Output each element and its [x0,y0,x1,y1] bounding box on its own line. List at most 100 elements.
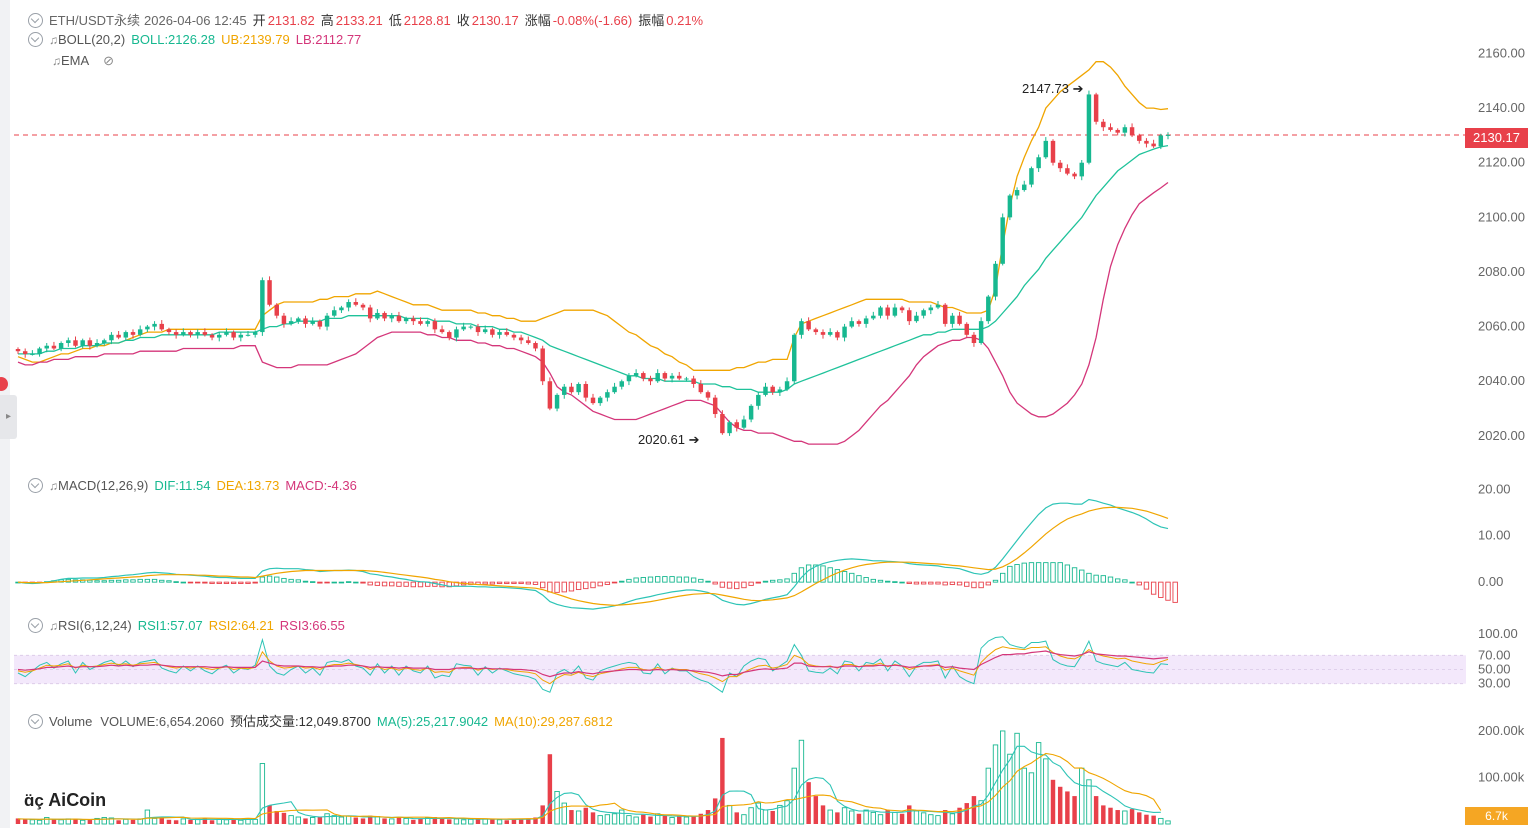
candle-body[interactable] [1115,129,1120,133]
candle-body[interactable] [475,326,481,333]
candle-body[interactable] [403,318,409,322]
candle-body[interactable] [454,329,459,338]
candle-body[interactable] [288,321,294,324]
candle-body[interactable] [15,349,21,352]
candle-body[interactable] [907,310,912,322]
candle-body[interactable] [756,394,761,406]
candle-body[interactable] [432,321,438,330]
candle-body[interactable] [1072,173,1077,177]
candle-body[interactable] [123,332,129,338]
candle-body[interactable] [58,343,64,349]
candle-body[interactable] [303,318,308,324]
bell-icon[interactable]: ♫ [49,33,58,47]
candle-body[interactable] [677,375,682,379]
candle-body[interactable] [482,329,488,333]
candle-body[interactable] [619,381,624,387]
collapse-toggle-icon[interactable] [28,478,43,493]
boll-name[interactable]: BOLL(20,2) [58,32,126,47]
candle-body[interactable] [375,312,380,319]
candle-body[interactable] [835,332,840,338]
candle-body[interactable] [899,307,905,311]
bell-icon[interactable]: ♫ [52,54,61,68]
candle-body[interactable] [892,307,898,316]
candle-body[interactable] [518,337,524,341]
candle-body[interactable] [964,323,969,335]
expand-sidebar-handle[interactable]: ▸ [0,395,17,439]
candle-body[interactable] [202,332,208,335]
candle-body[interactable] [130,332,136,335]
candle-body[interactable] [957,315,962,324]
candle-body[interactable] [281,315,287,324]
candle-body[interactable] [597,397,603,404]
candle-body[interactable] [792,334,797,382]
candle-body[interactable] [986,296,991,322]
candle-body[interactable] [871,315,876,319]
candle-body[interactable] [820,332,826,335]
candle-body[interactable] [1000,217,1005,264]
candle-body[interactable] [605,392,610,398]
candle-body[interactable] [37,348,42,354]
candle-body[interactable] [274,304,279,316]
candle-body[interactable] [612,386,617,393]
candle-body[interactable] [554,394,560,409]
candle-body[interactable] [461,326,466,330]
candle-body[interactable] [1079,162,1084,177]
candle-body[interactable] [181,332,186,335]
candle-body[interactable] [684,378,689,380]
candle-body[interactable] [935,304,941,308]
candle-body[interactable] [360,304,366,308]
candle-body[interactable] [80,340,85,346]
candle-body[interactable] [195,332,200,335]
candle-body[interactable] [411,318,416,322]
candle-body[interactable] [813,329,819,333]
candle-body[interactable] [1165,134,1171,136]
candle-body[interactable] [51,345,57,349]
candle-body[interactable] [914,315,919,322]
candle-body[interactable] [209,334,215,338]
candle-body[interactable] [842,326,847,338]
candle-body[interactable] [260,280,265,333]
candle-body[interactable] [188,332,193,335]
candle-body[interactable] [439,329,445,333]
candle-body[interactable] [1122,127,1128,133]
candle-body[interactable] [346,302,351,308]
candle-body[interactable] [367,307,373,319]
volume-name[interactable]: Volume [49,714,93,729]
candle-body[interactable] [159,323,164,330]
candle-body[interactable] [1093,94,1099,122]
candle-body[interactable] [993,263,998,297]
candle-body[interactable] [849,321,854,327]
candle-body[interactable] [245,334,251,336]
candle-body[interactable] [928,307,934,311]
symbol-label[interactable]: ETH/USDT永续 [49,13,141,28]
candle-body[interactable] [396,315,402,322]
candle-body[interactable] [878,307,883,316]
candle-body[interactable] [490,329,495,335]
candle-body[interactable] [863,318,869,324]
candle-body[interactable] [1151,143,1156,147]
candle-body[interactable] [238,334,244,338]
candle-body[interactable] [655,373,660,382]
candle-body[interactable] [698,383,704,393]
candle-body[interactable] [145,326,150,330]
candle-body[interactable] [942,304,948,324]
candle-body[interactable] [224,332,229,335]
candle-body[interactable] [94,343,100,346]
rsi-name[interactable]: RSI(6,12,24) [58,618,132,633]
candle-body[interactable] [576,383,581,393]
hidden-eye-icon[interactable]: ⊘ [103,53,115,68]
candle-body[interactable] [1108,127,1113,130]
candle-body[interactable] [1043,140,1049,158]
candle-body[interactable] [950,315,955,324]
candle-body[interactable] [296,318,301,322]
candle-body[interactable] [641,373,646,379]
candle-body[interactable] [137,329,143,335]
candle-body[interactable] [727,422,732,434]
candle-body[interactable] [166,329,172,333]
candle-body[interactable] [231,332,236,338]
macd-name[interactable]: MACD(12,26,9) [58,478,149,493]
candle-body[interactable] [669,375,675,379]
candle-body[interactable] [418,321,423,324]
candle-body[interactable] [691,378,696,384]
